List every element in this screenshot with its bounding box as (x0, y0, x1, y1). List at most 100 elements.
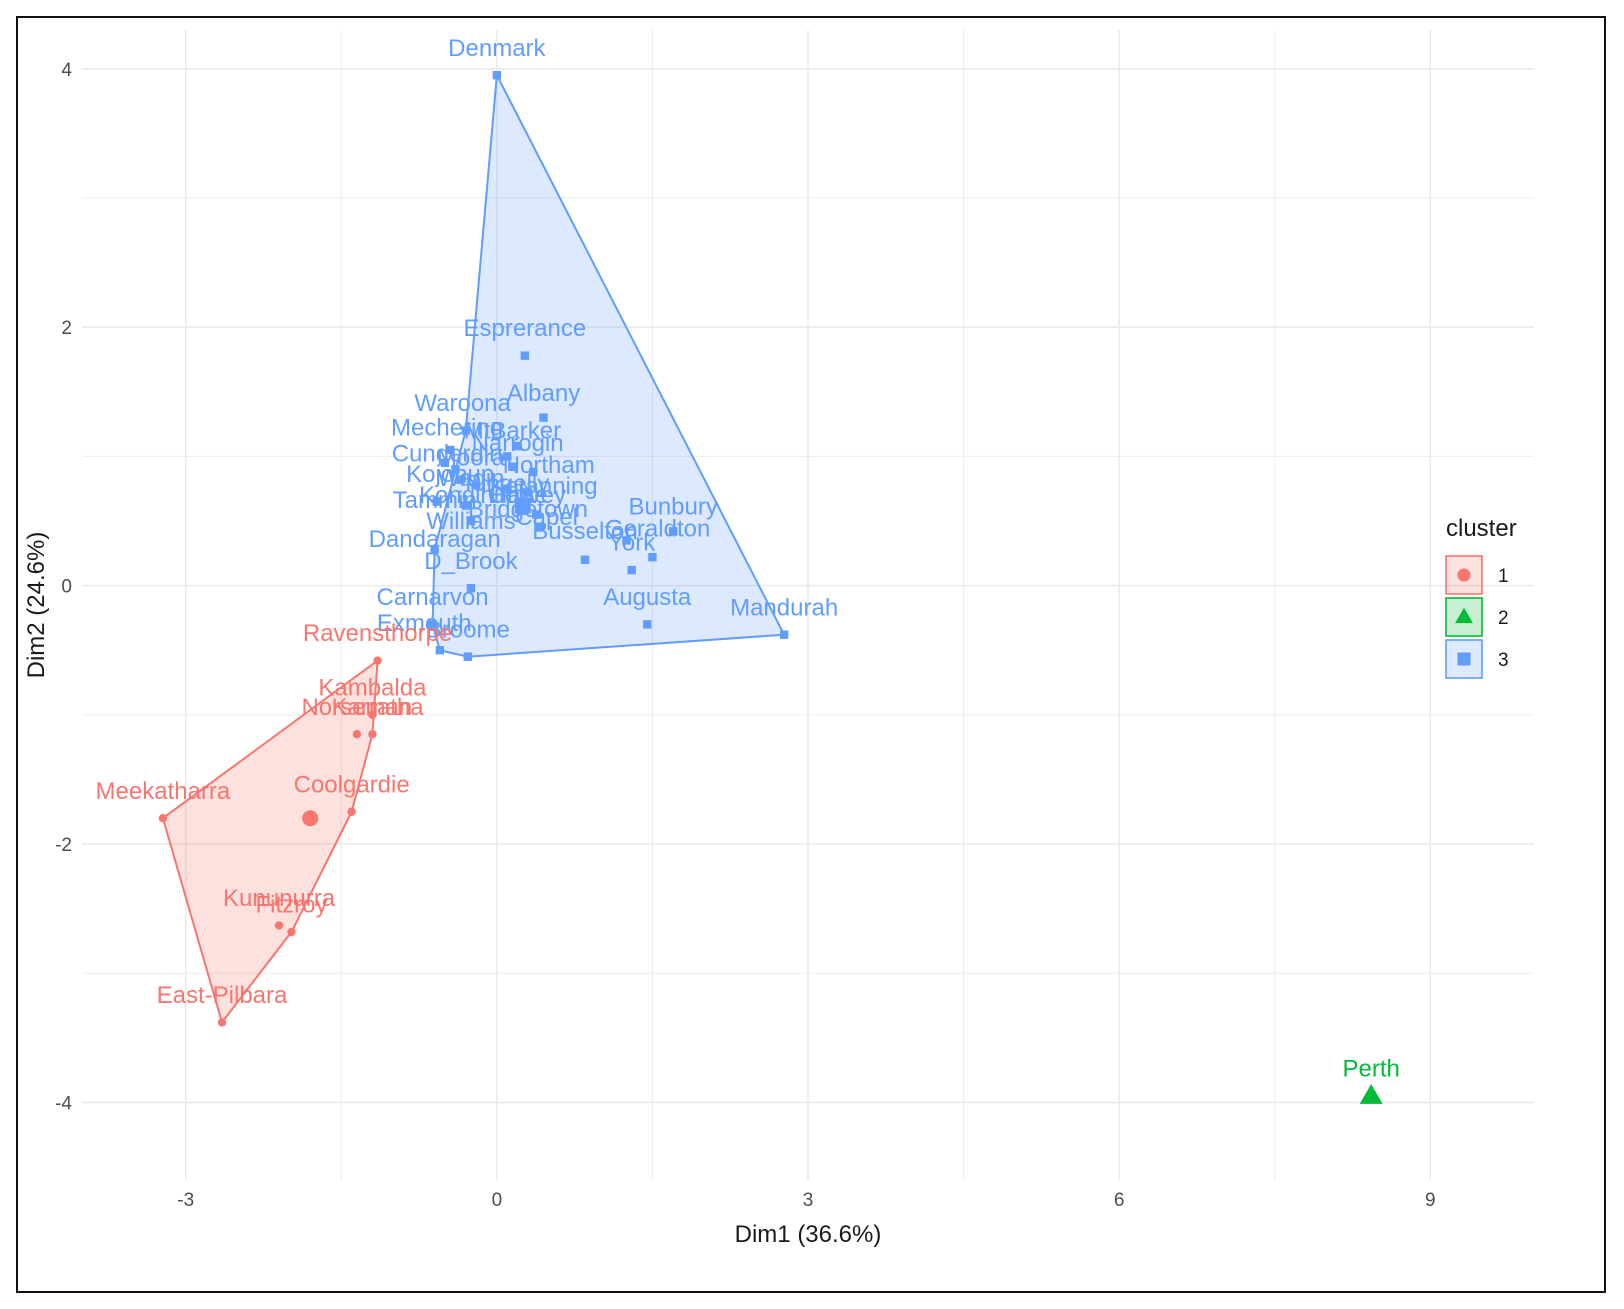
y-tick-label: 2 (61, 318, 72, 339)
label-katanning: Katanning (489, 473, 597, 500)
point-narrogin (503, 452, 512, 461)
legend-symbol-3 (1457, 652, 1471, 666)
x-tick-label: 9 (1425, 1190, 1436, 1211)
point-geraldton (648, 552, 657, 562)
point-cunderdin (440, 458, 450, 468)
label-williams: Williams (426, 508, 515, 535)
point-moora (451, 465, 460, 474)
label-cunderdin: Cunderdin (392, 441, 503, 468)
label-d-brook: D_Brook (424, 548, 518, 575)
label-norseman: Norseman (301, 694, 412, 721)
legend-label-1: 1 (1498, 566, 1509, 587)
label-meekatharra: Meekatharra (96, 778, 231, 805)
point-dandaragan (430, 545, 439, 554)
point-d-brook (466, 584, 476, 593)
legend-title: cluster (1446, 515, 1517, 542)
label-geraldton: Geraldton (605, 516, 710, 543)
legend-label-3: 3 (1498, 650, 1509, 671)
point-mandurah (779, 630, 789, 639)
y-tick-label: 4 (61, 60, 72, 81)
label-kondinin: Kondinin (419, 482, 512, 509)
point-katanning (523, 488, 533, 497)
point-exmouth (435, 646, 445, 655)
x-tick-label: -3 (177, 1190, 194, 1211)
label-ravensthorpe: Ravensthorpe (303, 620, 452, 647)
label-tammin: Tammin (393, 487, 477, 514)
point-capel (536, 523, 545, 532)
point-tammin (432, 497, 441, 506)
label-pingelly: Pingelly (465, 470, 549, 497)
centroid-cluster-1 (302, 810, 319, 827)
point-kojonup (456, 475, 465, 484)
point-labels: DenmarkEspreranceAlbanyWaroonaMecheringM… (96, 35, 1400, 1083)
label-kambalda: Kambalda (318, 674, 427, 701)
label-kununurra: Kununurra (223, 885, 336, 912)
point-m-barker (513, 441, 522, 451)
point-bridgetown (532, 510, 541, 519)
label-bunbury: Bunbury (628, 494, 717, 521)
point-busselton (580, 555, 590, 564)
legend-symbol-1 (1457, 568, 1471, 582)
label-kojonup: Kojonup (406, 461, 494, 488)
label-collie: Collie (488, 482, 548, 509)
label-perth: Perth (1342, 1056, 1399, 1083)
point-east-pilbara (217, 1018, 227, 1027)
centroid-cluster-3 (514, 497, 531, 514)
label-denmark: Denmark (448, 35, 546, 62)
label-capel: Capel (515, 504, 578, 531)
label-mandurah: Mandurah (730, 594, 838, 621)
point-bunbury (668, 527, 678, 536)
y-tick-label: -2 (55, 835, 72, 856)
legend-label-2: 2 (1498, 608, 1509, 629)
label-northam: Northam (503, 452, 595, 479)
label-broome: Broome (426, 616, 510, 643)
point-fitzroy (287, 927, 296, 937)
cluster-scatter-plot: DenmarkEspreranceAlbanyWaroonaMecheringM… (23, 30, 1534, 1248)
point-meckering (445, 445, 455, 455)
point-augusta (643, 620, 652, 629)
label-east-pilbara: East-Pilbara (157, 982, 288, 1009)
point-meekatharra (158, 814, 168, 823)
point-norseman (352, 730, 362, 739)
point-williams (466, 516, 476, 526)
point-perth (1359, 1084, 1383, 1104)
x-tick-label: 3 (803, 1190, 814, 1211)
label-karratha: Karratha (332, 694, 425, 721)
grid-lines (82, 30, 1534, 1180)
axis-ticks: -3 0 3 6 9 -4 -2 0 2 4 (55, 60, 1435, 1211)
x-tick-label: 6 (1114, 1190, 1125, 1211)
y-axis-title: Dim2 (24.6%) (23, 532, 50, 679)
y-tick-label: -4 (55, 1093, 72, 1114)
point-esprerance (520, 351, 530, 360)
point-denmark (492, 71, 502, 80)
point-karratha (368, 730, 377, 739)
y-tick-label: 0 (61, 577, 72, 598)
label-augusta: Augusta (603, 584, 692, 611)
point-albany (539, 413, 548, 422)
point-kununurra (274, 921, 284, 930)
point-broome (463, 652, 473, 661)
legend-symbol-2 (1455, 607, 1473, 624)
label-albany: Albany (507, 380, 580, 407)
label-narrogin: Narrogin (472, 430, 564, 457)
label-mtbarker: MtBarker (464, 417, 561, 444)
label-fitzroy: Fitzroy (256, 892, 328, 919)
point-northam (528, 467, 538, 477)
label-york: York (608, 530, 656, 557)
point-carnarvon (428, 620, 437, 629)
label-moora: Moora (437, 444, 506, 471)
point-pingelly (503, 484, 512, 493)
label-wagin: Wagin (437, 465, 504, 492)
x-tick-label: 0 (492, 1190, 503, 1211)
label-mechering: Mechering (391, 415, 503, 442)
label-dandaragan: Dandaragan (369, 526, 501, 553)
point-northam2 (622, 536, 631, 545)
point-ravensthorpe (373, 656, 382, 665)
label-exmouth: Exmouth (377, 610, 472, 637)
label-bridgetown: Bridgetown (468, 496, 588, 523)
label-esprerance: Esprerance (463, 315, 586, 342)
x-axis-title: Dim1 (36.6%) (735, 1221, 882, 1248)
point-wagin (471, 480, 481, 490)
legend: cluster 1 2 3 (1445, 515, 1517, 679)
label-coolgardie: Coolgardie (294, 771, 410, 798)
